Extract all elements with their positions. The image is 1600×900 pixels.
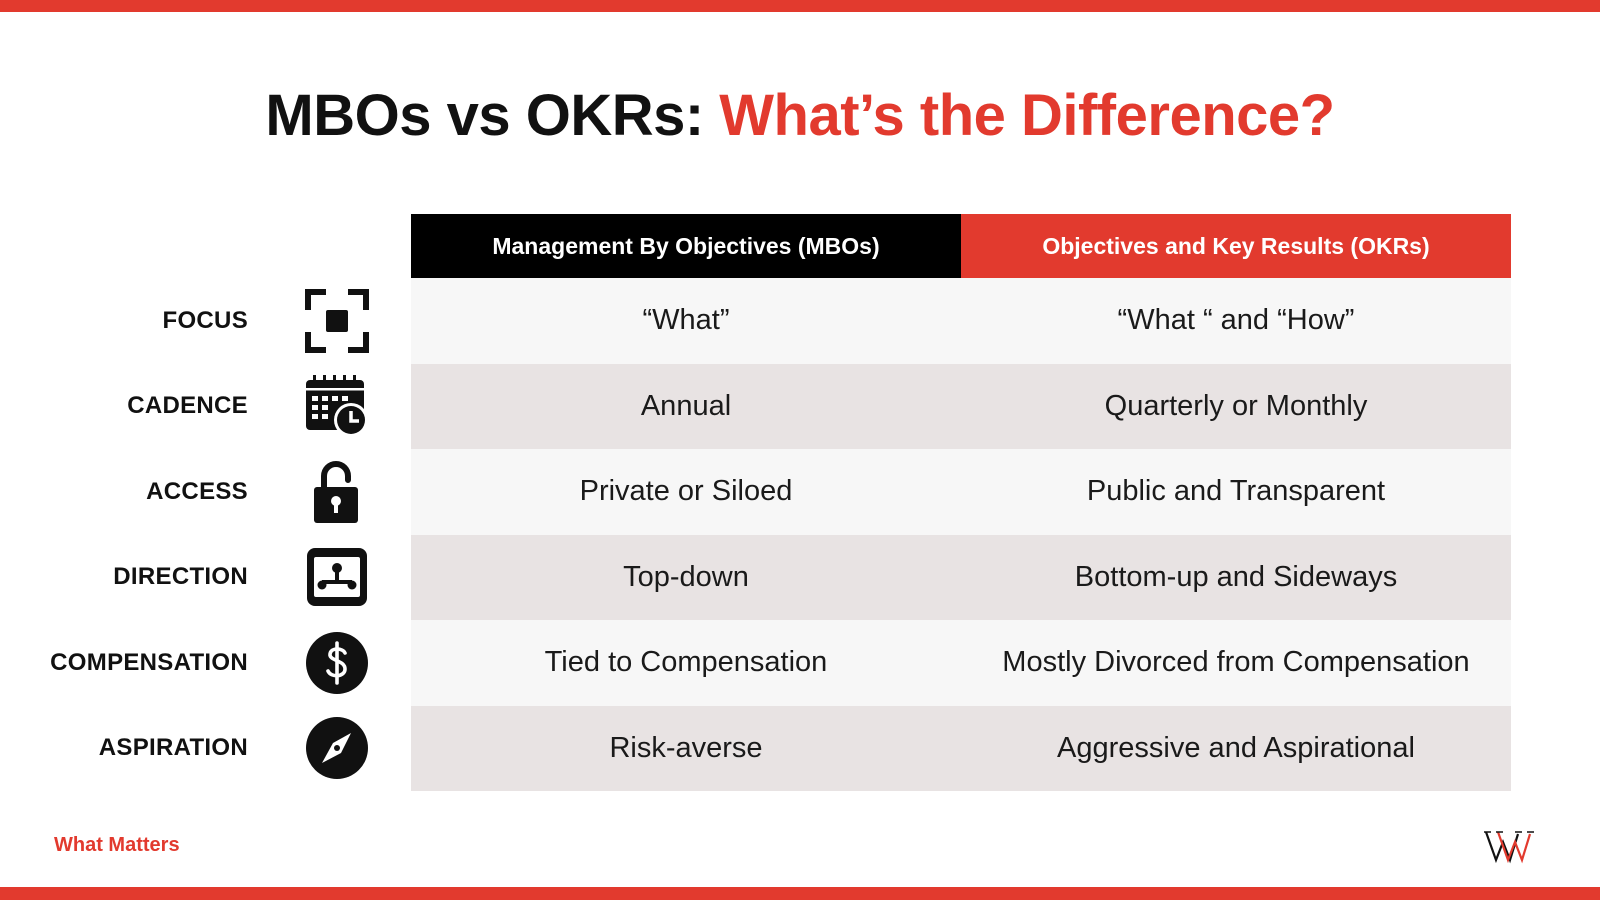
column-header-mbo: Management By Objectives (MBOs) (411, 214, 961, 278)
cell-okr-cadence: Quarterly or Monthly (1104, 389, 1368, 422)
table-row: Top-down Bottom-up and Sideways (411, 534, 1511, 620)
table-row: Annual Quarterly or Monthly (411, 363, 1511, 449)
cell-mbo-cadence: Annual (640, 389, 732, 422)
cell-okr-access: Public and Transparent (1086, 475, 1386, 508)
calendar-clock-icon (305, 374, 369, 438)
dollar-icon (305, 631, 369, 695)
table-row: Tied to Compensation Mostly Divorced fro… (411, 620, 1511, 706)
row-label-cadence: CADENCE (127, 392, 248, 420)
bottom-accent-bar (0, 887, 1600, 900)
row-label-compensation: COMPENSATION (50, 648, 248, 676)
cell-okr-direction: Bottom-up and Sideways (1074, 560, 1398, 593)
hierarchy-icon (305, 545, 369, 609)
row-label-access: ACCESS (146, 477, 248, 505)
table-row: Private or Siloed Public and Transparent (411, 449, 1511, 535)
focus-icon (305, 288, 369, 353)
cell-okr-focus: “What “ and “How” (1117, 304, 1355, 337)
cell-okr-compensation: Mostly Divorced from Compensation (1002, 646, 1470, 679)
cell-mbo-direction: Top-down (623, 560, 749, 593)
brand-name: What Matters (54, 834, 180, 856)
cell-okr-aspiration: Aggressive and Aspirational (1057, 731, 1415, 764)
cell-mbo-access: Private or Siloed (579, 475, 793, 508)
row-label-direction: DIRECTION (113, 563, 248, 591)
page-title: MBOs vs OKRs: What’s the Difference? (0, 82, 1600, 149)
column-header-okr: Objectives and Key Results (OKRs) (961, 214, 1511, 278)
row-icons (300, 278, 374, 791)
cell-mbo-focus: “What” (642, 304, 730, 337)
what-matters-logo-icon (1484, 828, 1534, 869)
row-label-focus: FOCUS (162, 306, 248, 334)
row-label-aspiration: ASPIRATION (98, 734, 248, 762)
compass-icon (305, 716, 369, 780)
title-part-red: What’s the Difference? (719, 83, 1335, 148)
title-part-black: MBOs vs OKRs: (265, 83, 720, 148)
comparison-table: Management By Objectives (MBOs) Objectiv… (411, 214, 1511, 791)
table-header: Management By Objectives (MBOs) Objectiv… (411, 214, 1511, 278)
unlock-icon (305, 460, 369, 524)
table-row: “What” “What “ and “How” (411, 278, 1511, 364)
top-accent-bar (0, 0, 1600, 12)
row-labels: FOCUS CADENCE ACCESS DIRECTION COMPENSAT… (0, 278, 260, 791)
table-row: Risk-averse Aggressive and Aspirational (411, 705, 1511, 791)
cell-mbo-aspiration: Risk-averse (609, 731, 763, 764)
cell-mbo-compensation: Tied to Compensation (544, 646, 828, 679)
